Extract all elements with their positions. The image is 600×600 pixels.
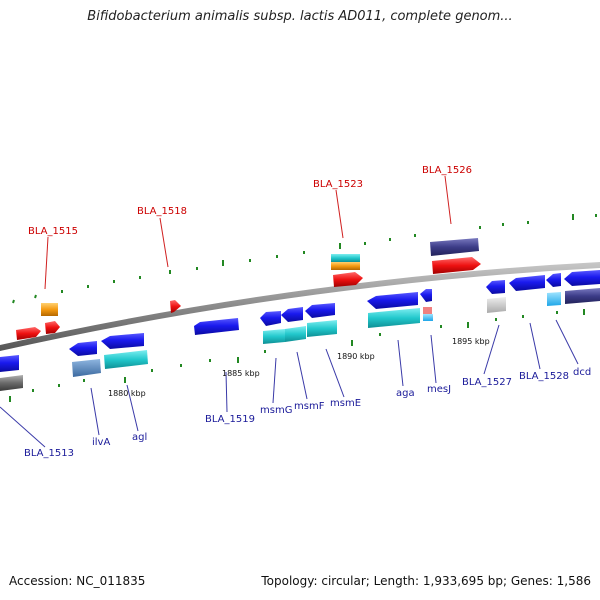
gene-sky-block[interactable] — [423, 314, 433, 321]
upper-tick-track — [12, 214, 597, 304]
lower-genes[interactable] — [0, 270, 600, 391]
scale-labels: 1880 kbp 1885 kbp 1890 kbp 1895 kbp — [108, 337, 490, 398]
accession-label: Accession: NC_011835 — [9, 574, 146, 588]
gene-gray-block[interactable] — [0, 375, 23, 391]
gene-cyan-block[interactable] — [104, 350, 148, 369]
gene-blue-arrow[interactable] — [101, 333, 144, 349]
gene-cyan-block[interactable] — [285, 326, 306, 342]
gene-label[interactable]: BLA_1519 — [205, 414, 255, 425]
gene-label[interactable]: BLA_1528 — [519, 371, 569, 382]
gene-blue-arrow[interactable] — [281, 307, 303, 322]
gene-navy-block[interactable] — [430, 238, 479, 256]
gene-blue-arrow[interactable] — [546, 273, 561, 287]
gene-navy-block[interactable] — [565, 288, 600, 304]
top-label-leaders — [44, 175, 452, 290]
gene-label[interactable]: BLA_1527 — [462, 377, 512, 388]
topology-label: Topology: circular; Length: 1,933,695 bp… — [261, 574, 591, 588]
gene-blue-arrow[interactable] — [420, 289, 432, 302]
gene-light-block[interactable] — [487, 297, 506, 313]
gene-red-arrow[interactable] — [432, 257, 481, 274]
scale-label: 1880 kbp — [108, 389, 146, 398]
upper-genes[interactable] — [16, 238, 481, 340]
scale-label: 1885 kbp — [222, 369, 260, 378]
gene-label[interactable]: dcd — [573, 367, 591, 378]
gene-blue-arrow[interactable] — [564, 270, 600, 286]
scale-label: 1895 kbp — [452, 337, 490, 346]
gene-label[interactable]: BLA_1523 — [313, 179, 363, 190]
gene-red-arrow[interactable] — [45, 321, 60, 334]
bottom-gene-labels[interactable]: BLA_1513 ilvA agl BLA_1519 msmG msmF msm… — [24, 367, 591, 459]
gene-label[interactable]: agl — [132, 432, 147, 443]
gene-red-arrow[interactable] — [170, 300, 181, 313]
gene-blue-arrow[interactable] — [486, 280, 505, 294]
gene-cyan-block[interactable] — [263, 329, 285, 344]
genome-backbone — [0, 262, 600, 351]
gene-red-arrow[interactable] — [333, 272, 363, 287]
gene-blue-arrow[interactable] — [260, 311, 281, 326]
gene-label[interactable]: mesJ — [427, 384, 451, 395]
gene-label[interactable]: BLA_1515 — [28, 226, 78, 237]
gene-blue-arrow[interactable] — [367, 292, 418, 309]
gene-blue-arrow[interactable] — [509, 275, 545, 291]
gene-blue-arrow[interactable] — [69, 341, 97, 356]
map-title: Bifidobacterium animalis subsp. lactis A… — [87, 9, 513, 24]
gene-blue-arrow[interactable] — [194, 318, 239, 335]
bottom-label-leaders — [0, 319, 579, 448]
gene-cyan-block[interactable] — [331, 254, 360, 262]
gene-red-arrow[interactable] — [16, 327, 41, 340]
gene-label[interactable]: msmG — [260, 405, 292, 416]
gene-salmon-block[interactable] — [423, 307, 432, 314]
gene-blue-arrow[interactable] — [305, 303, 335, 318]
gene-sky-block[interactable] — [547, 292, 561, 306]
gene-blue-arrow[interactable] — [0, 355, 19, 372]
gene-label[interactable]: BLA_1518 — [137, 206, 187, 217]
gene-label[interactable]: msmE — [330, 398, 361, 409]
gene-cyan-block[interactable] — [368, 308, 420, 328]
gene-label[interactable]: BLA_1513 — [24, 448, 74, 459]
lower-tick-track — [9, 309, 585, 402]
gene-steel-block[interactable] — [72, 359, 101, 377]
gene-orange-block[interactable] — [41, 303, 58, 316]
gene-orange-block[interactable] — [331, 262, 360, 270]
gene-label[interactable]: msmF — [294, 401, 325, 412]
scale-label: 1890 kbp — [337, 352, 375, 361]
gene-label[interactable]: BLA_1526 — [422, 165, 472, 176]
gene-label[interactable]: aga — [396, 388, 415, 399]
gene-label[interactable]: ilvA — [92, 437, 110, 448]
gene-cyan-block[interactable] — [307, 320, 337, 337]
top-gene-labels[interactable]: BLA_1515 BLA_1518 BLA_1523 BLA_1526 — [28, 165, 472, 237]
